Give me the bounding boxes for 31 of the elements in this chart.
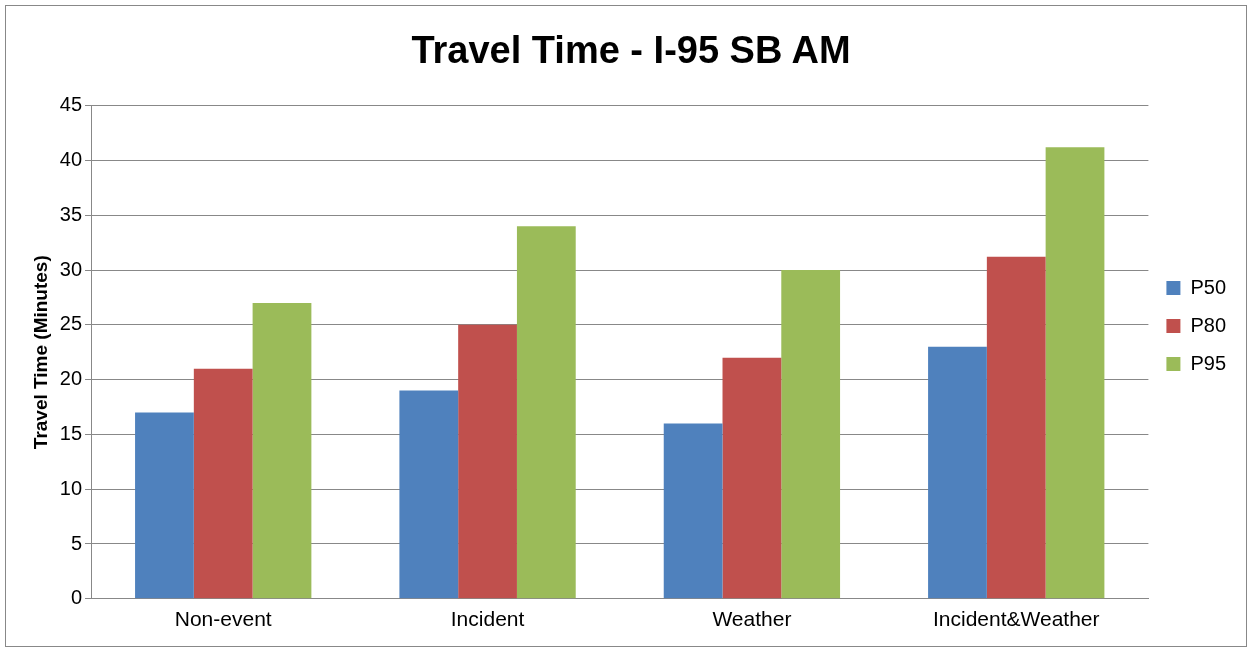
x-tick-label: Incident&Weather bbox=[932, 607, 1100, 631]
y-tick-label: 5 bbox=[70, 531, 83, 554]
bar bbox=[928, 346, 987, 599]
legend-label: P95 bbox=[1190, 351, 1227, 374]
legend-label: P80 bbox=[1190, 313, 1227, 336]
bar bbox=[781, 270, 841, 599]
bar bbox=[663, 423, 723, 599]
y-tick-label: 20 bbox=[59, 367, 83, 390]
bar bbox=[399, 390, 459, 599]
bar bbox=[986, 256, 1046, 599]
y-tick-label: 10 bbox=[59, 476, 83, 499]
y-tick-label: 0 bbox=[70, 586, 83, 609]
bar bbox=[458, 324, 517, 599]
x-tick-label: Incident bbox=[450, 607, 525, 631]
bar bbox=[1045, 147, 1105, 599]
legend-label: P50 bbox=[1190, 275, 1227, 298]
y-tick-label: 15 bbox=[59, 421, 83, 444]
bar bbox=[252, 302, 312, 599]
y-tick-label: 45 bbox=[59, 93, 83, 116]
chart-title: Travel Time - I-95 SB AM bbox=[411, 29, 851, 72]
x-tick-label: Weather bbox=[712, 607, 792, 631]
y-axis-title: Travel Time (Minutes) bbox=[29, 255, 51, 450]
y-tick-label: 25 bbox=[59, 312, 83, 335]
bar bbox=[193, 368, 253, 599]
y-tick-label: 35 bbox=[59, 202, 83, 225]
y-tick-label: 40 bbox=[59, 147, 83, 170]
x-tick-label: Non-event bbox=[174, 607, 272, 631]
bar bbox=[516, 226, 576, 599]
bar bbox=[135, 412, 194, 599]
bar bbox=[722, 357, 782, 599]
y-tick-label: 30 bbox=[59, 257, 83, 280]
